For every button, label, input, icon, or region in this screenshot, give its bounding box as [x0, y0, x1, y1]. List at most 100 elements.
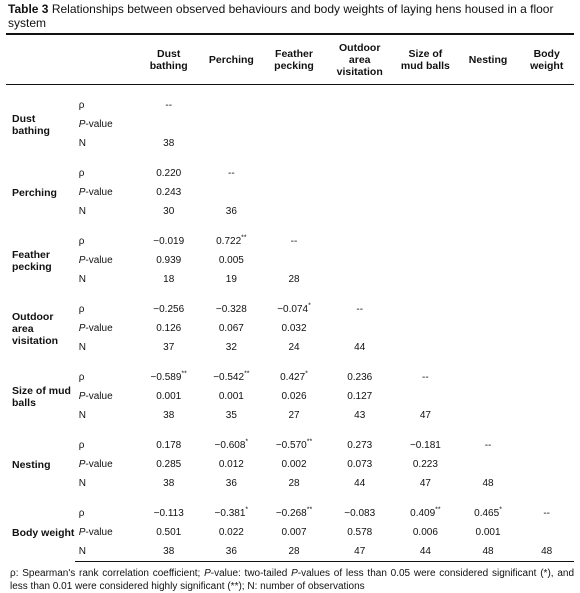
value-cell: [457, 455, 520, 474]
n-value: 37: [163, 342, 175, 353]
value-cell: [457, 387, 520, 406]
rho-value: --: [484, 440, 492, 451]
value-cell: [457, 232, 520, 251]
value-cell: [519, 134, 574, 153]
stat-label-n: N: [78, 410, 86, 421]
rho-value: --: [165, 100, 173, 111]
value-cell: 0.005: [200, 251, 263, 270]
stat-label-p: P-value: [75, 251, 138, 270]
value-cell: 0.285: [137, 455, 200, 474]
stat-label-p-suffix: -value: [85, 255, 113, 266]
stat-label-p-italic: P: [78, 323, 86, 334]
value-cell: 0.939: [137, 251, 200, 270]
value-cell: 0.006: [394, 523, 457, 542]
table-row: Dust bathing ρ --: [6, 96, 574, 137]
p-value: 0.939: [156, 255, 182, 266]
stat-label-p-italic: P: [78, 255, 86, 266]
value-cell: --: [137, 96, 200, 115]
table-row: N 18 19 28: [6, 270, 574, 289]
stat-label-p-suffix: -value: [85, 187, 113, 198]
rho-value: 0.273: [347, 440, 373, 451]
value-cell: [457, 270, 520, 289]
value-cell: 44: [394, 542, 457, 562]
significance-marker: **: [241, 234, 247, 242]
value-cell: 38: [137, 406, 200, 425]
value-cell: [394, 251, 457, 270]
table-row: P-value 0.126 0.067 0.032: [6, 319, 574, 338]
value-cell: [457, 319, 520, 338]
table-row: P-value 0.285 0.012 0.002 0.073 0.223: [6, 455, 574, 474]
table-row: N 38 36 28 47 44 48 48: [6, 542, 574, 562]
rho-value: 0.409: [410, 508, 436, 519]
value-cell: --: [519, 504, 574, 523]
table-row: P-value: [6, 115, 574, 134]
n-value: 47: [354, 546, 366, 557]
value-cell: [263, 183, 326, 202]
value-cell: [263, 164, 326, 183]
value-cell: 19: [200, 270, 263, 289]
value-cell: −0.328: [200, 300, 263, 319]
stat-label-n: N: [78, 478, 86, 489]
value-cell: 36: [200, 202, 263, 221]
value-cell: [457, 202, 520, 221]
value-cell: −0.608*: [200, 436, 263, 455]
row-label: Feather pecking: [12, 248, 52, 273]
column-header: Nesting: [468, 53, 508, 66]
stat-label-p: P-value: [75, 523, 138, 542]
value-cell: 0.223: [394, 455, 457, 474]
p-value: 0.285: [156, 459, 182, 470]
value-cell: 28: [263, 270, 326, 289]
stat-label-p: P-value: [75, 455, 138, 474]
p-value: 0.067: [218, 323, 244, 334]
value-cell: [394, 300, 457, 319]
value-cell: [325, 319, 394, 338]
stat-label-p: P-value: [75, 115, 138, 134]
value-cell: [263, 96, 326, 115]
stat-label-p-suffix: -value: [85, 323, 113, 334]
table-row: N 38 36 28 44 47 48: [6, 474, 574, 493]
value-cell: 37: [137, 338, 200, 357]
value-cell: [457, 164, 520, 183]
value-cell: [394, 164, 457, 183]
table-row: P-value 0.001 0.001 0.026 0.127: [6, 387, 574, 406]
value-cell: [457, 115, 520, 134]
value-cell: 0.007: [263, 523, 326, 542]
significance-marker: **: [306, 506, 313, 514]
stat-label-p: P-value: [75, 319, 138, 338]
p-value: 0.126: [156, 323, 182, 334]
group-spacer: [6, 357, 574, 368]
value-cell: [263, 251, 326, 270]
value-cell: −0.570**: [263, 436, 326, 455]
stat-label-n: N: [78, 342, 86, 353]
stat-label-rho: ρ: [78, 236, 85, 247]
value-cell: [394, 338, 457, 357]
footnote-part2: -value: two-tailed: [210, 568, 292, 579]
value-cell: 0.243: [137, 183, 200, 202]
stat-label-rho: ρ: [78, 100, 85, 111]
stat-label-p-suffix: -value: [85, 459, 113, 470]
rho-value: 0.236: [347, 372, 373, 383]
stat-label-p-italic: P: [78, 391, 86, 402]
value-cell: −0.542**: [200, 368, 263, 387]
table-row: Nesting ρ 0.178 −0.608* −0.570** 0.273 −0.181-…: [6, 436, 574, 471]
value-cell: [394, 270, 457, 289]
row-label: Nesting: [12, 458, 51, 471]
value-cell: 18: [137, 270, 200, 289]
value-cell: [394, 232, 457, 251]
p-value: 0.002: [281, 459, 307, 470]
group-spacer: [6, 85, 574, 97]
value-cell: 0.001: [457, 523, 520, 542]
value-cell: 48: [457, 474, 520, 493]
group-spacer: [6, 493, 574, 504]
stat-label-p: P-value: [75, 387, 138, 406]
value-cell: 27: [263, 406, 326, 425]
value-cell: 32: [200, 338, 263, 357]
value-cell: [519, 387, 574, 406]
stat-label-p-italic: P: [78, 187, 86, 198]
value-cell: 0.409**: [394, 504, 457, 523]
table-row: N 30 36: [6, 202, 574, 221]
n-value: 24: [288, 342, 300, 353]
rho-value: −0.074: [277, 304, 309, 315]
value-cell: 28: [262, 542, 326, 562]
value-cell: [519, 474, 574, 493]
